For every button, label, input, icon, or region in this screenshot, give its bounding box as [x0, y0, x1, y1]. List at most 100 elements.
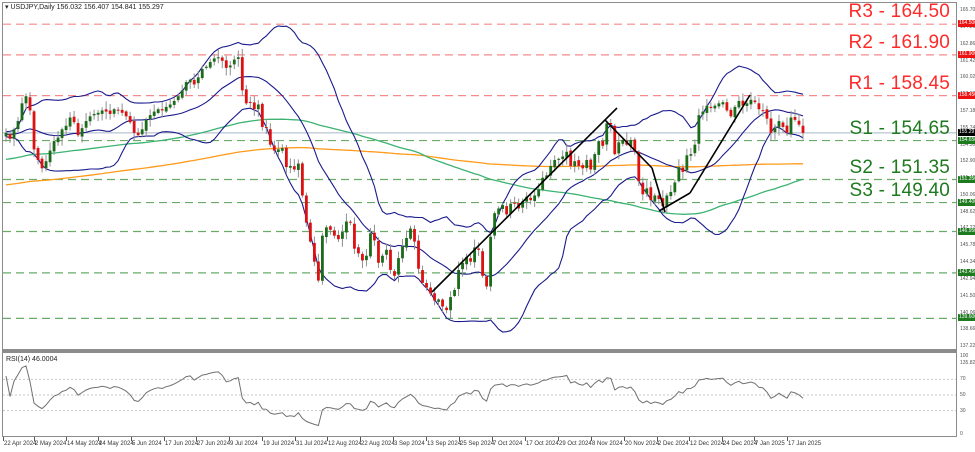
- time-axis-label: 29 Oct 2024: [559, 441, 592, 447]
- candle-body: [509, 203, 513, 214]
- candle-body: [477, 248, 480, 250]
- candle-body: [96, 112, 100, 115]
- candle-body: [745, 103, 749, 106]
- candle-body: [397, 258, 400, 275]
- candle-body: [621, 139, 625, 144]
- candle-body: [180, 90, 184, 98]
- symbol-ohlc: USDJPY,Daily 156.032 156.407 154.841 155…: [10, 4, 164, 11]
- candle-body: [665, 195, 669, 207]
- price-axis-label: 155.740: [960, 124, 975, 131]
- candle-body: [457, 269, 460, 289]
- time-axis-label: 22 Apr 2024: [4, 441, 37, 447]
- level-label-r3: R3 - 164.50: [848, 1, 950, 23]
- candle-body: [737, 100, 741, 108]
- candle-body: [525, 196, 529, 202]
- time-axis-tick: [295, 437, 296, 441]
- candle-body: [449, 297, 452, 311]
- candle-body: [192, 79, 196, 85]
- candle-body: [36, 148, 40, 161]
- price-axis-label: 152.900: [960, 158, 975, 165]
- time-axis-label: 7 Oct 2024: [493, 441, 523, 447]
- candle-body: [637, 151, 641, 182]
- candle-body: [733, 106, 737, 118]
- price-axis-label: 161.420: [960, 57, 975, 64]
- candle-body: [601, 140, 605, 146]
- candle-body: [657, 195, 661, 200]
- candle-body: [757, 103, 761, 110]
- time-axis-tick: [262, 437, 263, 441]
- price-axis-label: 142.940: [960, 275, 975, 282]
- candle-body: [349, 221, 352, 223]
- level-label-r1: R1 - 158.45: [848, 72, 950, 94]
- level-label-s2: S2 - 151.35: [849, 156, 950, 178]
- time-axis-label: 3 Sep 2024: [394, 441, 425, 447]
- candle-body: [240, 57, 244, 91]
- trendline: [604, 119, 653, 169]
- candle-body: [705, 105, 709, 113]
- candle-body: [104, 109, 108, 112]
- price-tag-s1: 154.650: [958, 136, 975, 144]
- candle-body: [353, 223, 356, 249]
- time-axis-label: 9 Jul 2024: [230, 441, 258, 447]
- price-tag-l8: 143.450: [958, 268, 975, 276]
- time-axis-tick: [66, 437, 67, 441]
- candle-body: [220, 57, 224, 61]
- trendline: [689, 94, 751, 194]
- price-tag-r1: 158.450: [958, 91, 975, 99]
- candle-body: [765, 109, 769, 119]
- price-axis-label: 144.340: [960, 259, 975, 266]
- candle-body: [64, 125, 68, 131]
- candle-body: [188, 79, 192, 83]
- candle-body: [565, 151, 569, 158]
- candle-body: [693, 144, 697, 154]
- candle-body: [76, 123, 80, 136]
- candle-body: [557, 158, 561, 160]
- price-tag-r2: 161.900: [958, 50, 975, 58]
- candle-body: [425, 282, 428, 288]
- candle-body: [212, 58, 216, 62]
- candle-body: [236, 57, 240, 60]
- candle-body: [341, 232, 344, 239]
- candle-body: [577, 160, 581, 166]
- pane-separator[interactable]: [2, 349, 957, 352]
- candle-body: [473, 247, 476, 263]
- collapse-triangle-icon[interactable]: ▾: [5, 4, 9, 11]
- price-tag-l9: 139.600: [958, 314, 975, 322]
- price-tag-s3: 149.400: [958, 198, 975, 206]
- rsi-pane[interactable]: [2, 352, 957, 437]
- time-axis-tick: [426, 437, 427, 441]
- price-tag-r3: 164.500: [958, 20, 975, 28]
- price-axis-label: 140.060: [960, 309, 975, 316]
- level-label-s1: S1 - 154.65: [849, 117, 950, 139]
- candle-body: [541, 177, 545, 190]
- trendline: [658, 192, 691, 212]
- candle-body: [160, 109, 164, 111]
- level-label-r2: R2 - 161.90: [848, 31, 950, 53]
- candle-body: [417, 240, 420, 269]
- candle-body: [357, 247, 360, 254]
- candle-body: [377, 240, 380, 263]
- candle-body: [196, 77, 200, 84]
- candle-body: [537, 189, 541, 197]
- candle-body: [228, 65, 232, 68]
- candle-body: [132, 120, 136, 133]
- time-axis-label: 17 Jan 2025: [788, 441, 822, 447]
- candle-body: [288, 165, 292, 168]
- candle-body: [120, 109, 124, 113]
- candle-body: [749, 99, 753, 105]
- candle-body: [781, 122, 785, 127]
- candle-body: [725, 102, 729, 111]
- candle-body: [609, 123, 613, 125]
- time-axis-tick: [787, 437, 788, 441]
- price-tag-l7: 146.950: [958, 227, 975, 235]
- candle-body: [701, 111, 705, 115]
- candle-body: [156, 109, 160, 113]
- candle-body: [365, 255, 368, 261]
- candle-body: [32, 111, 36, 150]
- candle-body: [401, 246, 404, 259]
- time-axis-label: 2 May 2024: [35, 441, 67, 447]
- candle-body: [769, 118, 773, 133]
- price-axis-label: 150.060: [960, 191, 975, 198]
